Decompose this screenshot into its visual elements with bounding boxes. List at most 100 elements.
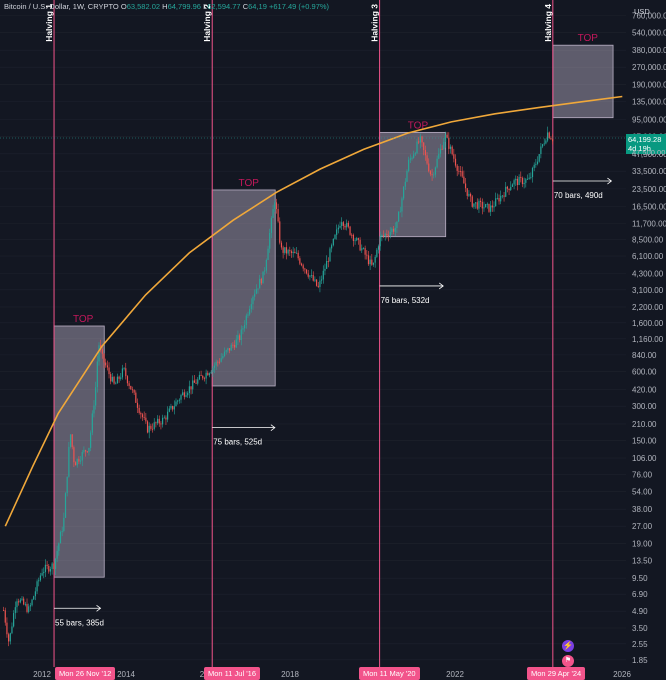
candle-body <box>96 361 98 388</box>
candle-body <box>172 405 174 410</box>
y-tick-label: 1.85 <box>632 656 648 665</box>
candle-body <box>31 599 33 606</box>
candle-body <box>269 232 271 249</box>
symbol-title[interactable]: Bitcoin / U.S. Dollar, 1W, CRYPTO <box>4 2 119 11</box>
x-tick-label: 2012 <box>33 670 51 679</box>
candle-body <box>379 236 381 247</box>
candle-body <box>106 365 108 368</box>
candle-body <box>63 517 65 532</box>
candle-body <box>496 197 498 199</box>
candle-body <box>528 177 530 179</box>
candle-body <box>140 412 142 415</box>
candle-body <box>235 339 237 348</box>
candle-body <box>49 568 52 572</box>
candle-body <box>74 462 77 466</box>
candle-body <box>39 575 42 581</box>
candle-body <box>245 315 247 325</box>
candle-body <box>312 275 314 281</box>
candle-body <box>105 362 107 366</box>
candle-body <box>391 228 393 232</box>
candle-body <box>347 222 349 227</box>
candle-body <box>267 248 269 260</box>
flag-icon[interactable]: ⚑ <box>562 655 574 667</box>
legend-open-label: O <box>120 2 127 11</box>
candle-body <box>240 329 242 341</box>
candle-body <box>356 238 358 241</box>
candle-body <box>302 265 304 269</box>
candle-body <box>138 407 140 413</box>
candle-body <box>183 392 185 397</box>
currency-label[interactable]: USD <box>634 7 650 16</box>
candle-body <box>493 206 495 208</box>
candle-body <box>198 374 201 380</box>
legend-high: 64,799.96 <box>167 2 201 11</box>
candle-body <box>285 247 288 254</box>
y-tick-label: 47,500.00 <box>632 150 666 159</box>
candle-body <box>510 186 512 191</box>
y-tick-label: 1,160.00 <box>632 335 664 344</box>
candle-body <box>495 198 497 207</box>
candle-body <box>503 195 505 197</box>
candle-body <box>344 225 346 228</box>
candle-body <box>128 383 130 386</box>
candle-body <box>443 142 445 150</box>
candle-body <box>275 202 278 210</box>
candle-body <box>151 428 154 430</box>
candle-body <box>244 324 246 329</box>
candle-body <box>41 573 43 576</box>
candle-body <box>525 179 527 183</box>
y-tick-label: 380,000.00 <box>632 46 666 55</box>
candle-body <box>483 207 485 209</box>
candle-body <box>366 254 368 256</box>
candle-body <box>284 247 286 253</box>
candle-body <box>88 447 90 452</box>
time-axis[interactable]: 2012 2014 2 2018 2022 2026 <box>33 670 631 679</box>
candle-body <box>173 406 175 410</box>
candle-body <box>135 392 137 403</box>
candle-body <box>371 259 373 265</box>
candle-body <box>93 405 95 414</box>
candle-body <box>476 202 478 209</box>
candle-body <box>488 203 490 212</box>
candle-body <box>364 248 366 255</box>
candle-body <box>167 411 169 420</box>
lightning-icon[interactable]: ⚡ <box>562 640 574 652</box>
candle-body <box>307 273 309 277</box>
legend-close-label: C <box>242 2 249 11</box>
candle-body <box>468 193 470 196</box>
y-tick-label: 8,500.00 <box>632 236 664 245</box>
candle-body <box>282 247 284 253</box>
candle-body <box>90 432 92 448</box>
top-label: TOP <box>239 178 260 189</box>
measure-arrowhead <box>438 282 444 290</box>
y-tick-label: 3,100.00 <box>632 286 664 295</box>
candle-body <box>101 349 103 354</box>
candle-body <box>121 368 124 378</box>
candle-body <box>458 170 460 172</box>
price-axis[interactable]: 1.85 2.55 3.50 4.90 6.90 9.50 13.50 19.00 27.00 3… <box>626 0 666 680</box>
y-tick-label: 760,000.00 <box>632 12 666 21</box>
candle-body <box>44 564 47 572</box>
candle-body <box>59 531 62 544</box>
candle-body <box>265 259 267 271</box>
candle-body <box>526 178 529 180</box>
candle-body <box>411 157 413 159</box>
candle-body <box>481 201 483 209</box>
candle-body <box>351 234 353 236</box>
candle-body <box>78 458 80 462</box>
candle-body <box>433 174 435 176</box>
y-tick-label: 13.50 <box>632 557 653 566</box>
candle-body <box>535 163 537 165</box>
candle-body <box>260 278 262 284</box>
candle-body <box>213 365 216 368</box>
candle-body <box>38 580 40 582</box>
candle-body <box>28 606 30 612</box>
candle-body <box>13 613 15 627</box>
candle-body <box>23 598 25 605</box>
candle-body <box>521 177 524 185</box>
y-tick-label: 11,700.00 <box>632 220 666 229</box>
candle-body <box>438 153 440 159</box>
measure-arrowhead <box>607 177 613 185</box>
candle-body <box>228 348 231 351</box>
